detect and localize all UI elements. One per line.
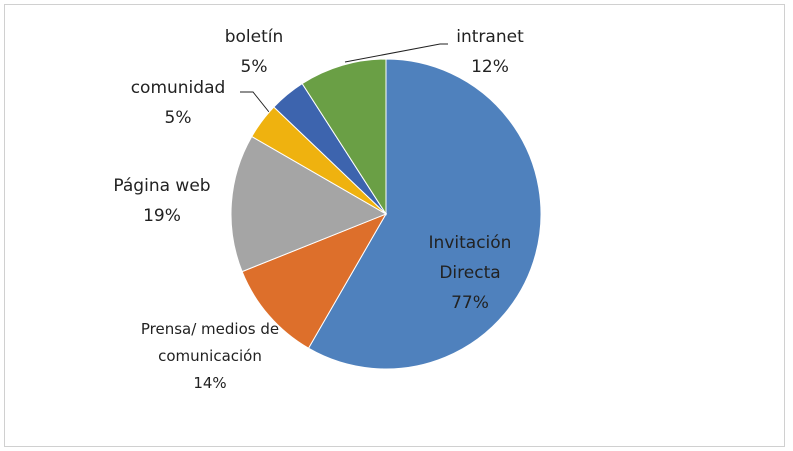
leader-line [344, 43, 448, 63]
slice-name: comunidad [130, 78, 226, 98]
slice-value: 14% [193, 374, 227, 392]
pie-slice [230, 135, 388, 273]
leader-line [240, 91, 270, 113]
pie-slice [307, 58, 542, 370]
slice-value: 19% [143, 206, 181, 226]
pie-slice [301, 58, 387, 216]
slice-value: 5% [240, 57, 268, 77]
slice-label: Página web 19% [97, 171, 227, 231]
slice-name: intranet [456, 27, 524, 47]
slice-name: Prensa/ medios de comunicación [140, 320, 280, 365]
slice-name: Invitación Directa [428, 233, 512, 283]
slice-value: 77% [451, 293, 489, 313]
slice-name: boletín [224, 27, 284, 47]
slice-label: Prensa/ medios de comunicación 14% [140, 316, 280, 397]
slice-value: 5% [164, 108, 192, 128]
slice-label: intranet 12% [440, 22, 540, 82]
slice-label: comunidad 5% [113, 73, 243, 133]
slice-value: 12% [471, 57, 509, 77]
slice-name: Página web [113, 176, 211, 196]
slice-label: boletín 5% [214, 22, 294, 82]
pie-slice [241, 212, 388, 349]
slice-label: Invitación Directa 77% [415, 228, 525, 318]
